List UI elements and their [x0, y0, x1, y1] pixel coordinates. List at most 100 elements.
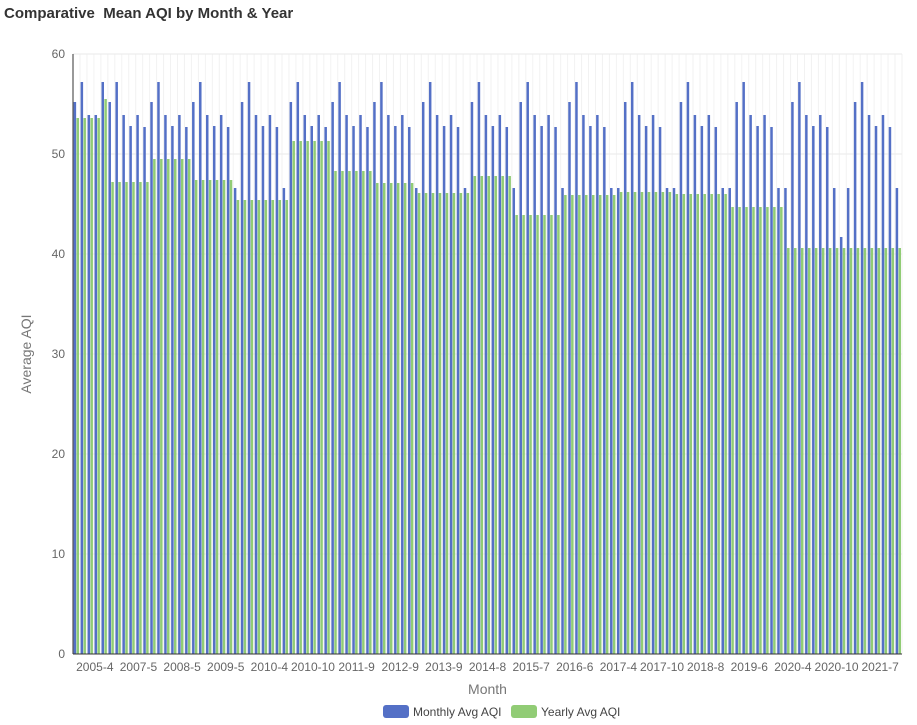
- bar-yearly: [285, 200, 288, 654]
- bar-yearly: [814, 248, 818, 654]
- bar-yearly: [334, 171, 337, 654]
- x-tick-label: 2014-8: [469, 660, 507, 674]
- bar-yearly: [313, 141, 316, 654]
- bar-yearly: [668, 192, 672, 654]
- y-tick-label: 50: [52, 147, 66, 161]
- bar-yearly: [229, 180, 233, 654]
- y-tick-label: 40: [52, 247, 66, 261]
- bar-monthly: [122, 115, 125, 654]
- bar-yearly: [376, 183, 379, 654]
- bar-monthly: [749, 115, 752, 654]
- bar-yearly: [543, 215, 546, 654]
- bar-yearly: [97, 118, 100, 654]
- bar-monthly: [540, 126, 543, 654]
- bar-monthly: [888, 127, 892, 654]
- bar-monthly: [442, 126, 446, 654]
- bar-monthly: [686, 82, 690, 654]
- bar-yearly: [863, 248, 867, 654]
- bar-monthly: [568, 102, 571, 654]
- y-tick-label: 60: [52, 47, 66, 61]
- bar-monthly: [247, 82, 251, 654]
- bar-yearly: [403, 183, 407, 654]
- bar-monthly: [178, 115, 181, 654]
- bar-monthly: [254, 115, 258, 654]
- bar-yearly: [480, 176, 484, 654]
- bar-yearly: [835, 248, 839, 654]
- bar-yearly: [703, 194, 706, 654]
- bar-monthly: [777, 188, 780, 654]
- bar-monthly: [219, 115, 223, 654]
- bar-monthly: [317, 115, 320, 654]
- bar-monthly: [164, 115, 167, 654]
- bar-monthly: [303, 115, 307, 654]
- bar-monthly: [867, 115, 871, 654]
- bar-monthly: [561, 188, 564, 654]
- bar-monthly: [547, 115, 550, 654]
- y-tick-label: 10: [52, 547, 66, 561]
- bar-yearly: [243, 200, 247, 654]
- bar-yearly: [745, 207, 748, 654]
- bar-yearly: [800, 248, 804, 654]
- bar-monthly: [289, 102, 293, 654]
- bar-monthly: [805, 115, 808, 654]
- bar-yearly: [396, 183, 400, 654]
- bar-yearly: [257, 200, 261, 654]
- bar-yearly: [619, 192, 623, 654]
- bar-yearly: [633, 192, 637, 654]
- bar-yearly: [536, 215, 539, 654]
- bar-yearly: [550, 215, 553, 654]
- bar-yearly: [160, 159, 163, 654]
- y-tick-label: 30: [52, 347, 66, 361]
- bar-yearly: [849, 248, 853, 654]
- bar-monthly: [80, 82, 84, 654]
- bar-monthly: [589, 126, 592, 654]
- bar-monthly: [275, 127, 279, 654]
- legend: Monthly Avg AQI Yearly Avg AQI: [383, 705, 620, 719]
- bar-monthly: [512, 188, 516, 654]
- grid-layer: [72, 53, 903, 655]
- legend-label-monthly: Monthly Avg AQI: [413, 705, 502, 719]
- bar-monthly: [435, 115, 439, 654]
- bar-monthly: [505, 127, 509, 654]
- bar-yearly: [146, 182, 149, 654]
- bar-monthly: [756, 126, 759, 654]
- bar-yearly: [201, 180, 205, 654]
- bar-monthly: [282, 188, 286, 654]
- bar-monthly: [812, 126, 815, 654]
- bar-yearly: [564, 195, 567, 654]
- bar-monthly: [672, 188, 676, 654]
- bar-yearly: [222, 180, 226, 654]
- bar-monthly: [819, 115, 822, 654]
- bar-monthly: [268, 115, 272, 654]
- bar-monthly: [192, 102, 195, 654]
- x-tick-label: 2011-9: [338, 660, 375, 674]
- bar-monthly: [526, 82, 529, 654]
- bar-monthly: [428, 82, 432, 654]
- bar-monthly: [714, 127, 718, 654]
- bar-monthly: [380, 82, 383, 654]
- bar-monthly: [881, 115, 885, 654]
- bar-yearly: [431, 193, 435, 654]
- bar-yearly: [529, 215, 532, 654]
- bar-monthly: [359, 115, 362, 654]
- bar-monthly: [136, 115, 139, 654]
- bar-yearly: [438, 193, 442, 654]
- bar-yearly: [487, 176, 491, 654]
- bar-yearly: [341, 171, 344, 654]
- bar-monthly: [226, 127, 230, 654]
- labels-layer: 0 10 20 30 40 50 60 2005-4 2007-5 2008-5 2009-5 201…: [18, 47, 899, 697]
- bar-yearly: [76, 118, 79, 654]
- bar-monthly: [414, 188, 418, 654]
- bar-yearly: [508, 176, 511, 654]
- bar-monthly: [463, 188, 467, 654]
- bar-monthly: [484, 115, 488, 654]
- bar-monthly: [610, 188, 613, 654]
- bar-yearly: [738, 207, 741, 654]
- bar-monthly: [832, 188, 836, 654]
- bar-yearly: [557, 215, 560, 654]
- bar-yearly: [661, 192, 665, 654]
- bar-monthly: [449, 115, 453, 654]
- bar-yearly: [522, 215, 525, 654]
- bar-monthly: [679, 102, 683, 654]
